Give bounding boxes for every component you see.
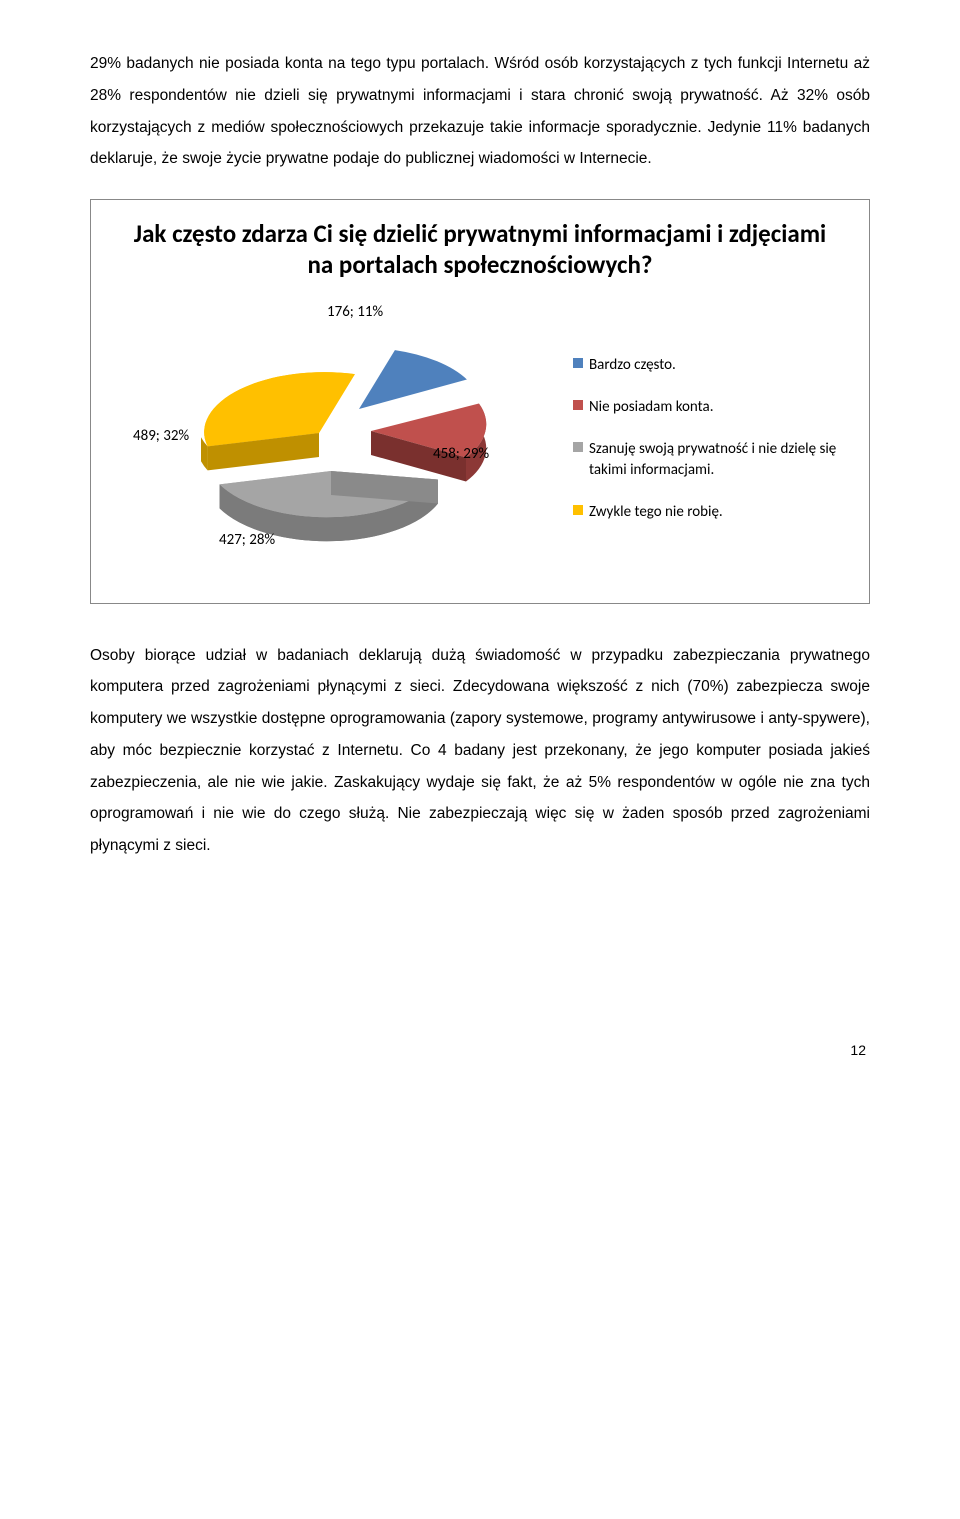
label-yellow: 489; 32% [133, 427, 189, 445]
legend-text: Zwykle tego nie robię. [589, 502, 723, 522]
chart-body: 176; 11% 458; 29% 427; 28% 489; 32% Bard… [109, 299, 851, 579]
pie-chart-container: Jak często zdarza Ci się dzielić prywatn… [90, 199, 870, 604]
chart-title: Jak często zdarza Ci się dzielić prywatn… [109, 218, 851, 299]
page-number: 12 [90, 1042, 870, 1058]
legend-item-3: Zwykle tego nie robię. [573, 502, 847, 522]
legend-text: Nie posiadam konta. [589, 397, 713, 417]
slice-blue [359, 350, 467, 409]
label-blue: 176; 11% [327, 303, 383, 321]
paragraph-1: 29% badanych nie posiada konta na tego t… [90, 48, 870, 175]
legend-item-1: Nie posiadam konta. [573, 397, 847, 417]
label-red: 458; 29% [433, 445, 489, 463]
legend-text: Bardzo często. [589, 355, 676, 375]
slice-red [371, 403, 486, 481]
legend-swatch-icon [573, 505, 583, 515]
pie-area: 176; 11% 458; 29% 427; 28% 489; 32% [121, 299, 561, 579]
legend-swatch-icon [573, 400, 583, 410]
paragraph-2: Osoby biorące udział w badaniach deklaru… [90, 640, 870, 862]
legend-item-0: Bardzo często. [573, 355, 847, 375]
legend-swatch-icon [573, 442, 583, 452]
legend-item-2: Szanuję swoją prywatność i nie dzielę si… [573, 439, 847, 480]
slice-yellow-front [204, 372, 355, 476]
legend-text: Szanuję swoją prywatność i nie dzielę si… [589, 439, 847, 480]
chart-legend: Bardzo często. Nie posiadam konta. Szanu… [573, 355, 847, 522]
label-gray: 427; 28% [219, 531, 275, 549]
legend-swatch-icon [573, 358, 583, 368]
